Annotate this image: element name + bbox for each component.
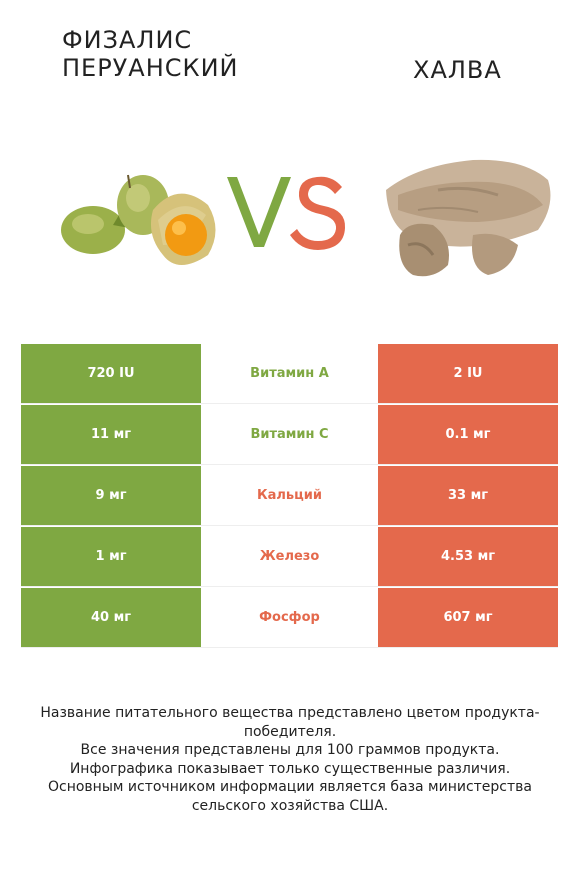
left-value: 720 IU [21,344,201,403]
table-row: 1 мг Железо 4.53 мг [21,527,558,587]
vs-s [290,176,346,250]
left-value: 1 мг [21,527,201,586]
nutrient-name: Кальций [201,466,378,525]
table-row: 9 мг Кальций 33 мг [21,466,558,526]
vs-v [227,177,291,247]
nutrient-name: Витамин C [201,405,378,464]
nutrient-name: Железо [201,527,378,586]
table-row: 11 мг Витамин C 0.1 мг [21,405,558,465]
physalis-image [61,174,216,265]
right-value: 0.1 мг [378,405,558,464]
vs-mark [227,176,346,250]
nutrient-name: Фосфор [201,588,378,647]
right-value: 2 IU [378,344,558,403]
right-value: 33 мг [378,466,558,525]
left-food-title: ФИЗАЛИС ПЕРУАНСКИЙ [62,26,239,82]
right-value: 4.53 мг [378,527,558,586]
footer-line-1: Название питательного вещества представл… [40,705,540,740]
left-value: 9 мг [21,466,201,525]
nutrient-name: Витамин A [201,344,378,403]
left-value: 40 мг [21,588,201,647]
footer-notes: Название питательного вещества представл… [20,704,560,815]
right-food-title: ХАЛВА [413,56,502,84]
left-value: 11 мг [21,405,201,464]
footer-line-2: Все значения представлены для 100 граммо… [80,742,500,758]
footer-line-4: Основным источником информации является … [48,779,532,814]
table-row: 40 мг Фосфор 607 мг [21,588,558,648]
right-value: 607 мг [378,588,558,647]
footer-line-3: Инфографика показывает только существенн… [69,760,511,777]
halva-image [386,159,551,277]
